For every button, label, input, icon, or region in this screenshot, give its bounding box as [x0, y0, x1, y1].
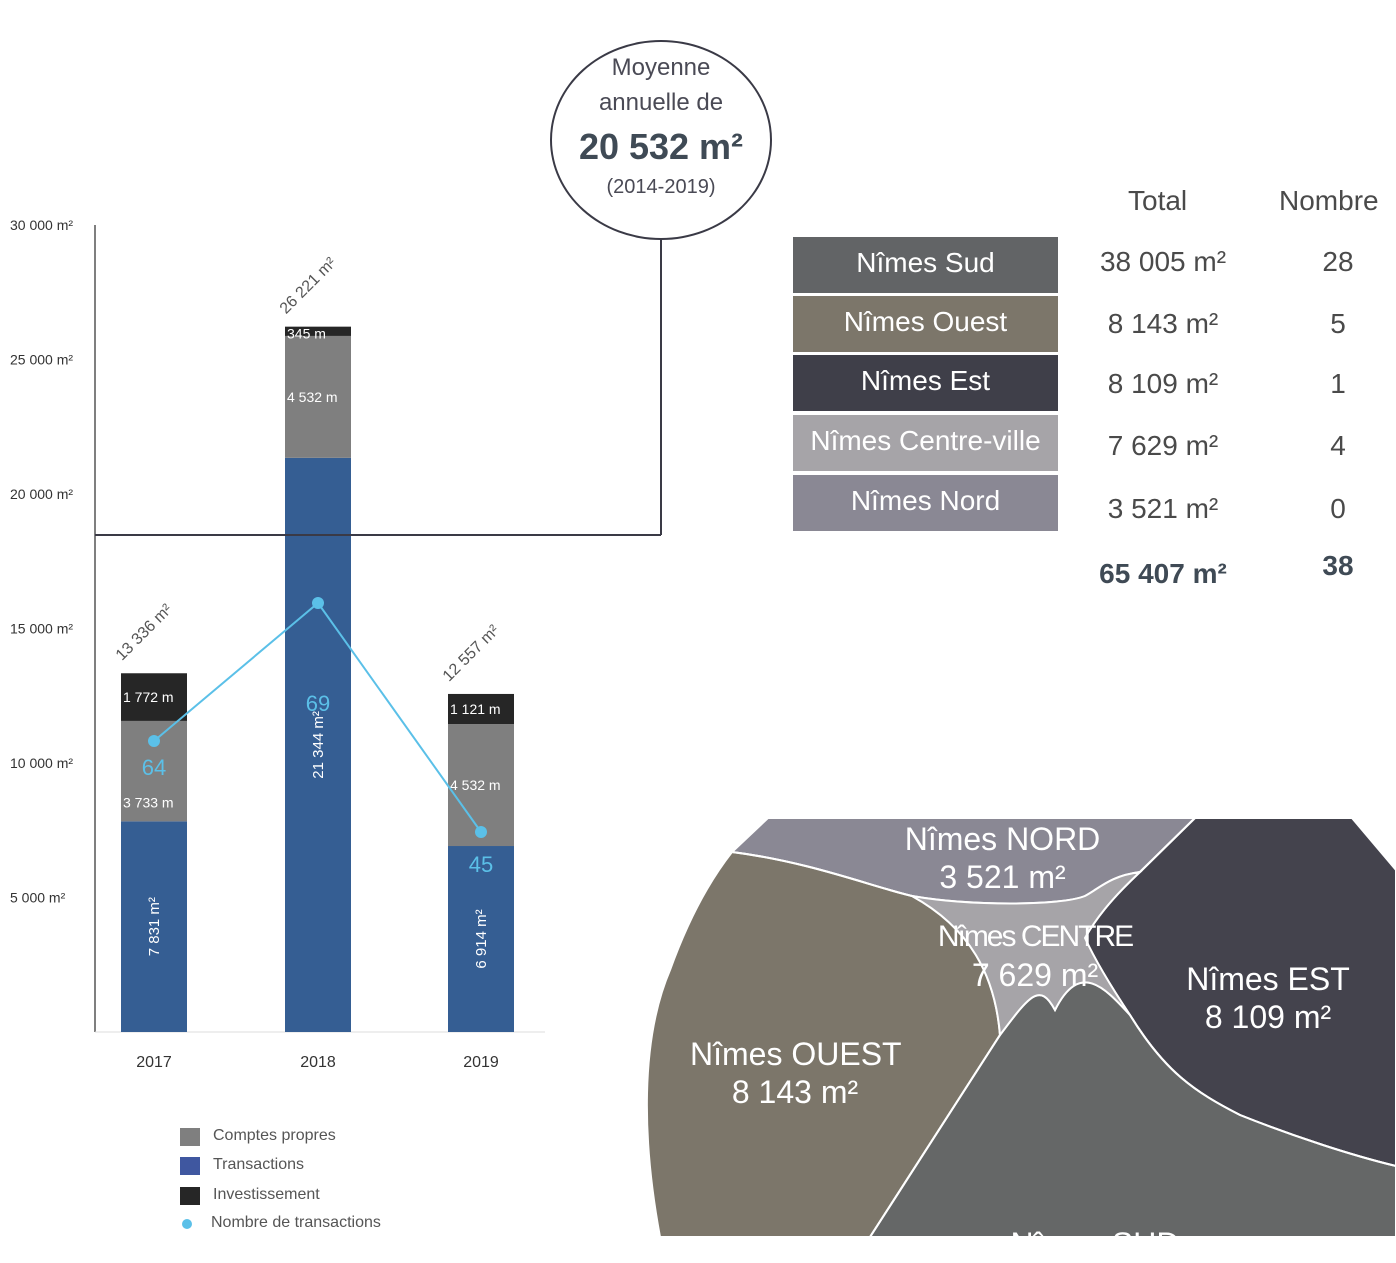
- legend-swatch: [180, 1157, 200, 1175]
- count-label: 69: [306, 691, 330, 716]
- average-period: (2014-2019): [606, 176, 716, 198]
- y-tick-label: 10 000 m²: [10, 755, 73, 771]
- map-label-sud-name: Nîmes SUD: [1010, 1226, 1180, 1262]
- average-connector: [95, 238, 662, 536]
- y-tick-label: 30 000 m²: [10, 217, 73, 233]
- zone-count-est: 1: [1330, 368, 1346, 399]
- zone-total-est: 8 109 m²: [1107, 368, 1219, 399]
- zone-label-sud: Nîmes Sud: [793, 237, 1058, 293]
- bar-segment-comptes-propres: [285, 335, 351, 458]
- average-line2: annuelle de: [598, 89, 724, 116]
- legend-label: Transactions: [213, 1156, 304, 1173]
- bar-total-label: 13 336 m²: [113, 601, 176, 664]
- zone-total-nord: 3 521 m²: [1107, 493, 1219, 524]
- bar-value-label: 345 m: [287, 326, 326, 342]
- zone-label-ouest: Nîmes Ouest: [793, 296, 1058, 352]
- x-tick-label: 2019: [463, 1054, 499, 1071]
- zone-map: Nîmes NORD 3 521 m² Nîmes CENTRE 7 629 m…: [640, 810, 1396, 1262]
- map-label-sud: Nîmes SUD: [1000, 1225, 1190, 1263]
- y-tick-label: 25 000 m²: [10, 352, 73, 368]
- zone-table: Total Nombre Nîmes Sud 38 005 m² 28 Nîme…: [793, 180, 1396, 600]
- zone-total-centre: 7 629 m²: [1107, 430, 1219, 461]
- map-label-est: Nîmes EST 8 109 m²: [1178, 960, 1358, 1036]
- legend-dot: [182, 1219, 192, 1229]
- bar-segment-transactions: [121, 821, 187, 1032]
- map-label-nord-name: Nîmes NORD: [904, 821, 1101, 857]
- bar-value-label: 7 831 m²: [146, 897, 163, 956]
- bar-value-label: 1 121 m: [450, 701, 501, 717]
- bar-value-label: 21 344 m²: [310, 711, 327, 779]
- average-line1: Moyenne: [611, 54, 711, 81]
- legend-item-comptes-propres: Comptes propres: [180, 1125, 480, 1147]
- bar-value-label: 4 532 m: [450, 777, 501, 793]
- bar-value-label: 6 914 m²: [473, 909, 490, 968]
- bar-segment-comptes-propres: [448, 724, 514, 847]
- stacked-bar-chart: 5 000 m² 10 000 m² 15 000 m² 20 000 m² 25 00…: [10, 217, 545, 1071]
- grand-total-count: 38: [1322, 550, 1354, 581]
- legend-label: Comptes propres: [213, 1127, 336, 1144]
- zone-count-nord: 0: [1330, 493, 1346, 524]
- bar-stack-2017: 7 831 m² 3 733 m 1 772 m 13 336 m²: [113, 601, 187, 1032]
- map-label-centre-value: 7 629 m²: [971, 957, 1099, 993]
- map-label-est-value: 8 109 m²: [1204, 999, 1332, 1035]
- map-label-centre: Nîmes CENTRE 7 629 m²: [930, 918, 1140, 994]
- legend-item-investissement: Investissement: [180, 1184, 480, 1206]
- legend-item-nombre-transactions: Nombre de transactions: [180, 1212, 480, 1234]
- count-point: [148, 735, 160, 747]
- average-bubble: Moyenne annuelle de 20 532 m² (2014-2019…: [550, 40, 772, 240]
- bar-segment-transactions: [448, 846, 514, 1032]
- zone-label-centre: Nîmes Centre-ville: [793, 415, 1058, 471]
- y-tick-label: 15 000 m²: [10, 621, 73, 637]
- zone-count-ouest: 5: [1330, 308, 1346, 339]
- map-label-ouest-name: Nîmes OUEST: [690, 1036, 902, 1072]
- bar-value-label: 1 772 m: [123, 689, 174, 705]
- map-label-nord-value: 3 521 m²: [939, 859, 1066, 895]
- map-zone-centre: [911, 870, 1143, 1038]
- bar-value-label: 4 532 m: [287, 389, 338, 405]
- zone-label-nord: Nîmes Nord: [793, 475, 1058, 531]
- legend-label: Nombre de transactions: [211, 1214, 381, 1231]
- average-value: 20 532 m²: [578, 126, 744, 167]
- y-tick-label: 5 000 m²: [10, 890, 66, 906]
- y-tick-label: 20 000 m²: [10, 486, 73, 502]
- bar-segment-investissement: [448, 693, 514, 725]
- header-total: Total: [1128, 185, 1188, 216]
- zone-map-shapes: [645, 817, 1396, 1237]
- zone-label-est: Nîmes Est: [793, 355, 1058, 411]
- y-axis: 5 000 m² 10 000 m² 15 000 m² 20 000 m² 25 00…: [10, 217, 545, 1033]
- zone-count-centre: 4: [1330, 430, 1346, 461]
- x-tick-label: 2017: [136, 1054, 172, 1071]
- map-label-ouest: Nîmes OUEST 8 143 m²: [690, 1035, 902, 1111]
- count-label: 64: [142, 755, 166, 780]
- count-point: [475, 826, 487, 838]
- bar-segment-investissement: [285, 326, 351, 336]
- zone-total-ouest: 8 143 m²: [1107, 308, 1219, 339]
- zone-total-sud: 38 005 m²: [1099, 246, 1227, 277]
- bar-segment-transactions: [285, 457, 351, 1032]
- legend-swatch: [180, 1128, 200, 1146]
- count-point: [312, 597, 324, 609]
- transaction-count-line: 64 69 45: [142, 597, 493, 877]
- legend-item-transactions: Transactions: [180, 1154, 480, 1176]
- map-label-nord: Nîmes NORD 3 521 m²: [895, 820, 1110, 896]
- header-count: Nombre: [1279, 185, 1379, 216]
- count-label: 45: [469, 852, 493, 877]
- map-label-centre-name: Nîmes CENTRE: [937, 920, 1134, 953]
- x-axis: 2017 2018 2019: [136, 1054, 499, 1071]
- zone-count-sud: 28: [1322, 246, 1354, 277]
- legend-swatch: [180, 1187, 200, 1205]
- map-label-ouest-value: 8 143 m²: [731, 1074, 859, 1110]
- bar-value-label: 3 733 m: [123, 794, 174, 810]
- map-label-est-name: Nîmes EST: [1186, 961, 1350, 997]
- grand-total-area: 65 407 m²: [1099, 558, 1227, 589]
- legend-label: Investissement: [213, 1186, 320, 1203]
- bar-segment-investissement: [121, 673, 187, 721]
- bar-total-label: 12 557 m²: [440, 622, 503, 685]
- x-tick-label: 2018: [300, 1054, 336, 1071]
